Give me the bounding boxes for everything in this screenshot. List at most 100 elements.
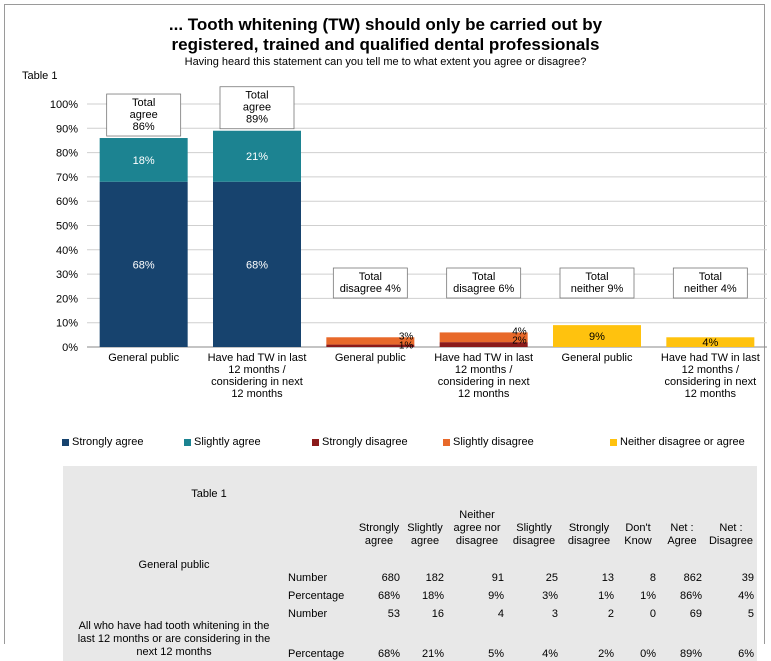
table-column-header: Slightly agree <box>407 522 443 547</box>
x-category-label: 12 months / <box>228 364 286 376</box>
total-label: Total <box>132 97 155 109</box>
table-row-type: Number <box>288 608 328 620</box>
y-tick-label: 50% <box>56 221 78 233</box>
table-value: 4% <box>542 648 558 660</box>
x-category-label: 12 months <box>685 388 737 400</box>
x-category-label: 12 months / <box>682 364 740 376</box>
bar-segment <box>326 337 415 345</box>
data-label: 9% <box>589 331 605 343</box>
figure-frame <box>4 4 765 644</box>
y-tick-label: 70% <box>56 172 78 184</box>
y-tick-label: 20% <box>56 293 78 305</box>
table-value: 39 <box>741 572 754 584</box>
chart-subtitle: Having heard this statement can you tell… <box>184 56 587 68</box>
table-value: 69 <box>689 608 702 620</box>
x-category-label: considering in next <box>438 376 530 388</box>
x-category-label: 12 months <box>458 388 510 400</box>
table-title: Table 1 <box>191 488 227 500</box>
total-label: 89% <box>246 114 268 126</box>
table-column-header: Don't Know <box>624 522 652 547</box>
table-value: 4 <box>497 608 504 620</box>
data-label: 4% <box>702 337 718 349</box>
table-value: 3 <box>551 608 558 620</box>
table-value: 68% <box>377 648 400 660</box>
table-value: 2 <box>607 608 614 620</box>
table-value: 182 <box>425 572 444 584</box>
bar-segment <box>213 130 301 182</box>
total-box <box>446 267 522 299</box>
legend-item: Neither disagree or agree <box>610 436 745 448</box>
table-value: 4% <box>738 590 754 602</box>
table-column-header: Strongly agree <box>358 522 400 547</box>
legend-label: Slightly agree <box>194 436 261 448</box>
total-label: 86% <box>133 121 155 133</box>
table-row: All who have had tooth whitening in the l… <box>63 603 757 658</box>
y-tick-label: 90% <box>56 123 78 135</box>
table-value: 25 <box>545 572 558 584</box>
bar-segment <box>553 325 641 347</box>
table-value: 8 <box>649 572 656 584</box>
table-group-label: All who have had tooth whitening in the l… <box>77 620 271 658</box>
legend-swatch <box>312 438 319 446</box>
table-column-header: Net : Disagree <box>708 522 754 547</box>
table-value: 18% <box>421 590 444 602</box>
y-tick-label: 60% <box>56 196 78 208</box>
y-tick-label: 10% <box>56 318 78 330</box>
x-category-label: General public <box>562 352 633 364</box>
data-label: 18% <box>133 155 155 167</box>
table-value: 1% <box>640 590 656 602</box>
y-tick-label: 40% <box>56 245 78 257</box>
table-value: 9% <box>488 590 504 602</box>
legend-swatch <box>62 438 69 446</box>
table-row: Percentage 68% 18% 9% 3% 1% 1% 86% 4% <box>63 585 757 603</box>
table-header-row: Table 1 Strongly agree Slightly agree Neither… <box>63 466 757 551</box>
total-label: disagree 4% <box>340 283 401 295</box>
table-value: 53 <box>387 608 400 620</box>
table-column-header: Slightly disagree <box>512 522 556 547</box>
data-label: 4% <box>512 326 527 337</box>
y-tick-label: 30% <box>56 269 78 281</box>
bar-segment <box>99 181 188 347</box>
x-category-label: General public <box>335 352 406 364</box>
table-row-type: Percentage <box>288 648 345 660</box>
legend-label: Neither disagree or agree <box>620 436 745 448</box>
legend-label: Slightly disagree <box>453 436 534 448</box>
table-value: 5% <box>488 648 504 660</box>
legend-swatch <box>184 438 191 446</box>
table-row-type: Number <box>288 572 328 584</box>
table-value: 89% <box>679 648 702 660</box>
x-category-label: considering in next <box>211 376 303 388</box>
bar-segment <box>439 332 528 343</box>
bar-segment <box>439 342 528 347</box>
legend-item: Slightly disagree <box>443 436 534 448</box>
data-label: 3% <box>399 331 414 342</box>
total-label: Total <box>699 271 722 283</box>
chart-title-line-1: ... Tooth whitening (TW) should only be … <box>168 15 603 34</box>
data-label: 1% <box>399 340 414 351</box>
table-column-header: Strongly disagree <box>567 522 611 547</box>
y-tick-label: 100% <box>50 99 78 111</box>
bar-segment <box>666 337 755 347</box>
table-value: 0% <box>640 648 656 660</box>
table-value: 16 <box>431 608 444 620</box>
data-label: 21% <box>246 151 268 163</box>
total-label: agree <box>243 102 271 114</box>
legend-item: Slightly agree <box>184 436 261 448</box>
table-row-type: Percentage <box>288 590 345 602</box>
table-value: 3% <box>542 590 558 602</box>
stacked-bar-chart: 0% 10% 20% 30% 40% 50% 60% 70% 80% 90% 100% 68% 18% T… <box>50 86 767 400</box>
x-category-label: 12 months <box>231 388 283 400</box>
total-box <box>332 267 408 299</box>
table-value: 0 <box>649 608 656 620</box>
table-value: 13 <box>601 572 614 584</box>
total-box <box>106 93 182 137</box>
chart-title-line-2: registered, trained and qualified dental… <box>171 35 600 54</box>
table-value: 91 <box>491 572 504 584</box>
legend-item: Strongly disagree <box>312 436 408 448</box>
table-value: 6% <box>738 648 754 660</box>
data-label: 68% <box>133 259 155 271</box>
total-box <box>672 267 748 299</box>
total-label: Total <box>359 271 382 283</box>
total-label: Total <box>585 271 608 283</box>
x-category-label: Have had TW in last <box>661 352 760 364</box>
